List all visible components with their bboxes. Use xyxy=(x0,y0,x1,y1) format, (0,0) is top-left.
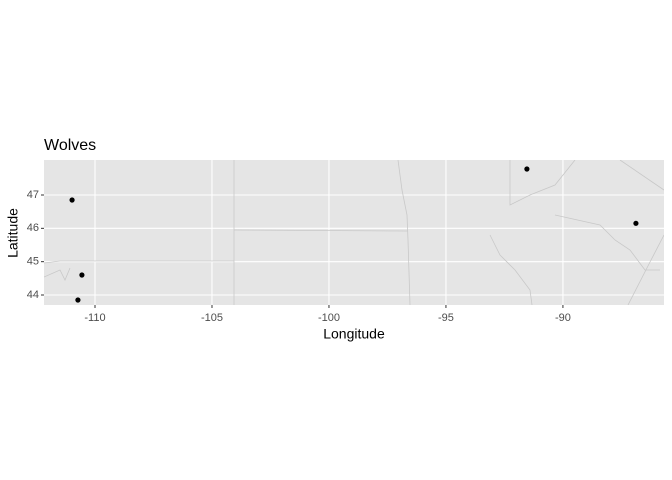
y-tick-label: 44 xyxy=(27,289,39,301)
x-tick-label: -110 xyxy=(84,312,105,324)
y-tick-label: 46 xyxy=(27,222,39,234)
x-tick-label: -90 xyxy=(555,312,571,324)
y-tick-label: 47 xyxy=(27,189,39,201)
point xyxy=(633,220,639,226)
x-tick-label: -100 xyxy=(318,312,340,324)
point xyxy=(79,272,85,278)
points xyxy=(69,166,639,303)
x-tick-label: -105 xyxy=(201,312,223,324)
point xyxy=(75,297,81,303)
basemap xyxy=(44,160,664,305)
chart-title: Wolves xyxy=(44,137,96,154)
point xyxy=(69,197,75,203)
x-tick-label: -95 xyxy=(438,312,454,324)
border xyxy=(44,267,71,281)
y-tick-label: 45 xyxy=(27,256,39,268)
border xyxy=(233,160,411,305)
point xyxy=(524,166,530,172)
border xyxy=(44,260,234,264)
border xyxy=(489,160,664,305)
panel xyxy=(44,160,664,305)
border xyxy=(509,160,664,305)
grid xyxy=(44,160,664,305)
x-axis-label: Longitude xyxy=(323,326,385,342)
y-axis-label: Latitude xyxy=(5,208,21,258)
